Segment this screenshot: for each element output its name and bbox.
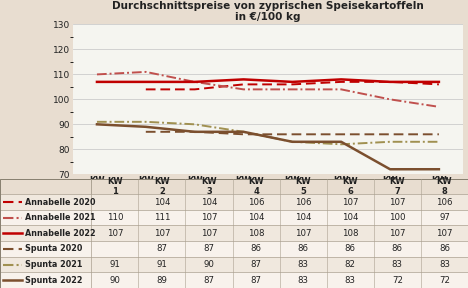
Text: 90: 90 [204, 260, 214, 269]
Text: KW
7: KW 7 [389, 177, 405, 196]
Text: 106: 106 [436, 198, 453, 206]
Text: 108: 108 [248, 229, 264, 238]
Text: 87: 87 [156, 245, 168, 253]
Text: 107: 107 [342, 198, 358, 206]
Text: Annabelle 2020: Annabelle 2020 [25, 198, 95, 206]
Text: 90: 90 [110, 276, 120, 285]
Text: 107: 107 [389, 198, 406, 206]
Text: 107: 107 [201, 229, 217, 238]
Text: 106: 106 [248, 198, 264, 206]
Text: 86: 86 [439, 245, 450, 253]
Text: 97: 97 [439, 213, 450, 222]
Text: 107: 107 [201, 213, 217, 222]
Bar [0, 194, 468, 210]
Text: KW
3: KW 3 [201, 177, 217, 196]
Text: KW
8: KW 8 [437, 177, 452, 196]
Text: 87: 87 [204, 245, 214, 253]
Text: KW
1: KW 1 [107, 177, 123, 196]
Text: 83: 83 [345, 276, 356, 285]
Text: 86: 86 [298, 245, 309, 253]
Title: Durchschnittspreise von zyprischen Speisekartoffeln
in €/100 kg: Durchschnittspreise von zyprischen Speis… [112, 1, 424, 22]
Text: 108: 108 [342, 229, 358, 238]
Text: 83: 83 [392, 260, 403, 269]
Text: 87: 87 [250, 260, 262, 269]
Text: 91: 91 [110, 260, 120, 269]
Text: 86: 86 [345, 245, 356, 253]
Text: 86: 86 [392, 245, 403, 253]
Text: KW
4: KW 4 [248, 177, 264, 196]
Text: 107: 107 [154, 229, 170, 238]
Text: 106: 106 [295, 198, 311, 206]
Text: 104: 104 [295, 213, 311, 222]
Text: 100: 100 [389, 213, 406, 222]
Text: Annabelle 2022: Annabelle 2022 [25, 229, 95, 238]
Text: Annabelle 2021: Annabelle 2021 [25, 213, 95, 222]
Text: 104: 104 [342, 213, 358, 222]
Bar [0, 210, 468, 226]
Text: 89: 89 [156, 276, 168, 285]
Bar [0, 257, 468, 272]
Text: 111: 111 [154, 213, 170, 222]
Text: Spunta 2022: Spunta 2022 [25, 276, 82, 285]
Text: 83: 83 [298, 260, 309, 269]
Text: 82: 82 [345, 260, 356, 269]
Text: KW
2: KW 2 [154, 177, 170, 196]
Text: 104: 104 [248, 213, 264, 222]
Text: Spunta 2021: Spunta 2021 [25, 260, 82, 269]
Text: 107: 107 [107, 229, 123, 238]
Text: KW
5: KW 5 [295, 177, 311, 196]
Text: 91: 91 [156, 260, 168, 269]
Text: KW
6: KW 6 [343, 177, 358, 196]
Text: 87: 87 [250, 276, 262, 285]
Text: 83: 83 [439, 260, 450, 269]
Text: 107: 107 [295, 229, 311, 238]
Bar [0, 272, 468, 288]
Text: 110: 110 [107, 213, 123, 222]
Bar [0, 179, 91, 194]
Text: 86: 86 [250, 245, 262, 253]
Bar [0, 241, 468, 257]
Text: 83: 83 [298, 276, 309, 285]
Text: Spunta 2020: Spunta 2020 [25, 245, 82, 253]
Text: 87: 87 [204, 276, 214, 285]
Text: 72: 72 [439, 276, 450, 285]
Bar [0, 226, 468, 241]
Text: 107: 107 [389, 229, 406, 238]
Text: 72: 72 [392, 276, 403, 285]
Text: 104: 104 [201, 198, 217, 206]
Text: 104: 104 [154, 198, 170, 206]
Bar [91, 179, 468, 194]
Text: 107: 107 [436, 229, 453, 238]
